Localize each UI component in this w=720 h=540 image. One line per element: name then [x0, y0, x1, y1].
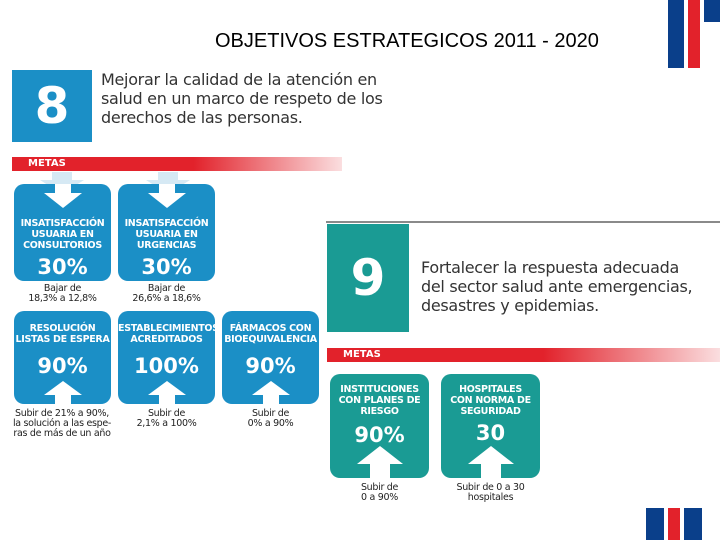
- card-value: 30%: [141, 255, 192, 279]
- card-label: RESOLUCIÓN LISTAS DE ESPERA: [15, 323, 110, 345]
- objective-9-metas-bar: METAS: [327, 348, 720, 362]
- objective-8-number: 8: [12, 70, 92, 142]
- goal-card-insatisfaccion-urgencias: INSATISFACCIÓN USUARIA EN URGENCIAS 30%: [118, 184, 215, 281]
- card-caption: Subir de 0 a 90%: [360, 482, 399, 503]
- card-caption: Bajar de 18,3% a 12,8%: [28, 283, 97, 304]
- card-value: 30: [475, 421, 506, 445]
- objective-9-divider: [326, 221, 720, 223]
- down-arrow-icon: [44, 184, 82, 208]
- objective-8-text: Mejorar la calidad de la atención en sal…: [101, 70, 383, 127]
- goal-card-farmacos-bioequivalencia: FÁRMACOS CON BIOEQUIVALENCIA 90%: [222, 311, 319, 404]
- up-arrow-icon: [468, 446, 514, 478]
- objective-9-number: 9: [327, 224, 409, 332]
- goal-card-establecimientos-acreditados: ESTABLECIMIENTOS ACREDITADOS 100%: [118, 311, 219, 404]
- card-label: INSATISFACCIÓN USUARIA EN CONSULTORIOS: [20, 218, 105, 251]
- objective-9-text: Fortalecer la respuesta adecuada del sec…: [421, 258, 693, 315]
- goal-card-insatisfaccion-consultorios: INSATISFACCIÓN USUARIA EN CONSULTORIOS 3…: [14, 184, 111, 281]
- card-caption: Bajar de 26,6% a 18,6%: [132, 283, 201, 304]
- card-label: HOSPITALES CON NORMA DE SEGURIDAD: [450, 384, 531, 417]
- card-label: INSTITUCIONES CON PLANES DE RIESGO: [338, 384, 421, 417]
- card-value: 30%: [37, 255, 88, 279]
- metas-label: METAS: [28, 158, 66, 169]
- up-arrow-icon: [148, 381, 186, 404]
- up-arrow-icon: [357, 446, 403, 478]
- metas-label: METAS: [343, 349, 381, 360]
- card-label: INSATISFACCIÓN USUARIA EN URGENCIAS: [124, 218, 209, 251]
- goal-card-resolucion-listas: RESOLUCIÓN LISTAS DE ESPERA 90%: [14, 311, 111, 404]
- goal-card-instituciones-riesgo: INSTITUCIONES CON PLANES DE RIESGO 90%: [330, 374, 429, 478]
- page-title: OBJETIVOS ESTRATEGICOS 2011 - 2020: [215, 30, 599, 52]
- objective-8-metas-bar: METAS: [12, 157, 342, 171]
- up-arrow-icon: [252, 381, 290, 404]
- down-arrow-icon: [148, 184, 186, 208]
- card-value: 90%: [37, 354, 88, 378]
- card-label: FÁRMACOS CON BIOEQUIVALENCIA: [224, 323, 317, 345]
- card-value: 100%: [134, 354, 199, 378]
- card-value: 90%: [354, 423, 405, 447]
- card-caption: Subir de 2,1% a 100%: [136, 408, 197, 429]
- card-value: 90%: [245, 354, 296, 378]
- card-caption: Subir de 0 a 30 hospitales: [456, 482, 525, 503]
- goal-card-hospitales-seguridad: HOSPITALES CON NORMA DE SEGURIDAD 30: [441, 374, 540, 478]
- up-arrow-icon: [44, 381, 82, 404]
- card-caption: Subir de 21% a 90%, la solución a las es…: [12, 408, 112, 439]
- card-label: ESTABLECIMIENTOS ACREDITADOS: [118, 323, 219, 345]
- card-caption: Subir de 0% a 90%: [247, 408, 294, 429]
